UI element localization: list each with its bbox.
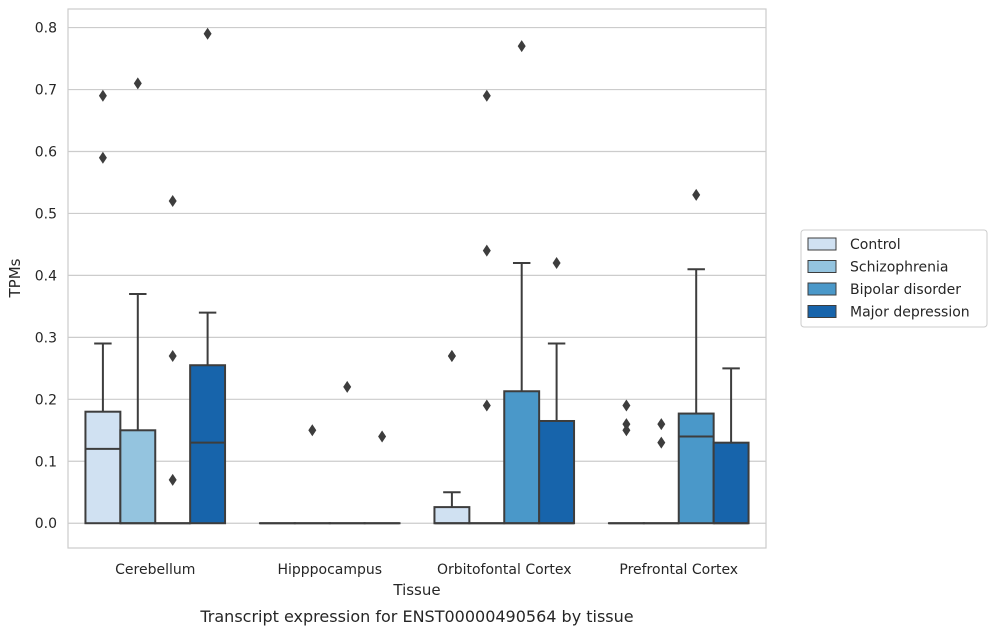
outlier-point (622, 424, 631, 437)
outlier-point (168, 349, 177, 362)
box-1-1 (293, 424, 331, 525)
outlier-point (657, 418, 666, 431)
outlier-point (203, 27, 212, 40)
outlier-point (517, 40, 526, 53)
box-3-2 (677, 188, 715, 525)
y-tick-label: 0.3 (35, 330, 57, 346)
y-tick-label: 0.4 (35, 268, 57, 284)
y-tick-labels: 0.0 0.1 0.2 0.3 0.4 0.5 0.6 0.7 0.8 (35, 21, 57, 533)
x-tick-label: Hipppocampus (277, 562, 382, 578)
outlier-point (482, 89, 491, 102)
box-0-0 (84, 89, 122, 525)
legend-swatch (807, 282, 837, 296)
box-body (712, 441, 750, 525)
box-0-3 (189, 27, 227, 525)
y-tick-label: 0.1 (35, 454, 57, 470)
box-body (677, 412, 715, 525)
outlier-point (622, 399, 631, 412)
legend-label: Schizophrenia (850, 260, 948, 276)
x-tick-label: Cerebellum (115, 562, 195, 578)
box-body (538, 419, 576, 525)
x-tick-label: Orbitofontal Cortex (437, 562, 572, 578)
box-3-0 (607, 399, 645, 525)
legend-label: Bipolar disorder (850, 282, 961, 298)
outlier-point (378, 430, 387, 443)
legend-frame (800, 229, 988, 328)
x-tick-label: Prefrontal Cortex (619, 562, 738, 578)
outlier-point (133, 77, 142, 90)
box-body (119, 429, 157, 525)
box-body (503, 390, 541, 525)
x-tick-labels: Cerebellum Hipppocampus Orbitofontal Corte… (115, 562, 738, 578)
outlier-point (622, 418, 631, 431)
box-3-3 (712, 367, 750, 525)
legend-swatch (807, 305, 837, 318)
outlier-point (343, 380, 352, 393)
y-axis-label: TPMs (6, 258, 24, 298)
outlier-point (657, 436, 666, 449)
box-body (433, 506, 471, 525)
x-axis-label: Tissue (392, 581, 440, 599)
legend-label: Major depression (850, 305, 970, 321)
legend-swatch (807, 260, 837, 273)
outlier-point (482, 244, 491, 257)
box-body (189, 364, 227, 525)
plot-frame (67, 8, 767, 549)
y-tick-label: 0.8 (35, 21, 57, 37)
outlier-point (552, 257, 561, 270)
outlier-point (482, 399, 491, 412)
y-tick-label: 0.0 (35, 516, 57, 532)
legend-label: Control (850, 237, 901, 253)
outlier-point (447, 349, 456, 362)
outlier-point (98, 151, 107, 164)
y-tick-label: 0.7 (35, 83, 57, 99)
grid-lines (68, 26, 766, 524)
legend: Control Schizophrenia Bipolar disorder Majo… (800, 229, 988, 328)
box-0-1 (119, 77, 157, 525)
y-tick-label: 0.2 (35, 392, 57, 408)
box-0-2 (154, 195, 192, 525)
legend-swatch (807, 237, 837, 251)
outlier-point (168, 473, 177, 486)
outlier-point (168, 195, 177, 208)
outlier-point (692, 188, 701, 201)
chart-caption: Transcript expression for ENST0000049056… (199, 607, 633, 626)
y-tick-label: 0.6 (35, 144, 57, 160)
box-1-3 (363, 430, 401, 525)
plot-marks (84, 27, 750, 525)
box-3-1 (642, 418, 680, 525)
y-tick-label: 0.5 (35, 206, 57, 222)
box-body (84, 410, 122, 525)
box-2-1 (468, 89, 506, 525)
outlier-point (98, 89, 107, 102)
box-2-3 (538, 257, 576, 525)
outlier-point (308, 424, 317, 437)
box-1-2 (328, 380, 366, 525)
box-2-0 (433, 349, 471, 525)
box-2-2 (503, 40, 541, 525)
